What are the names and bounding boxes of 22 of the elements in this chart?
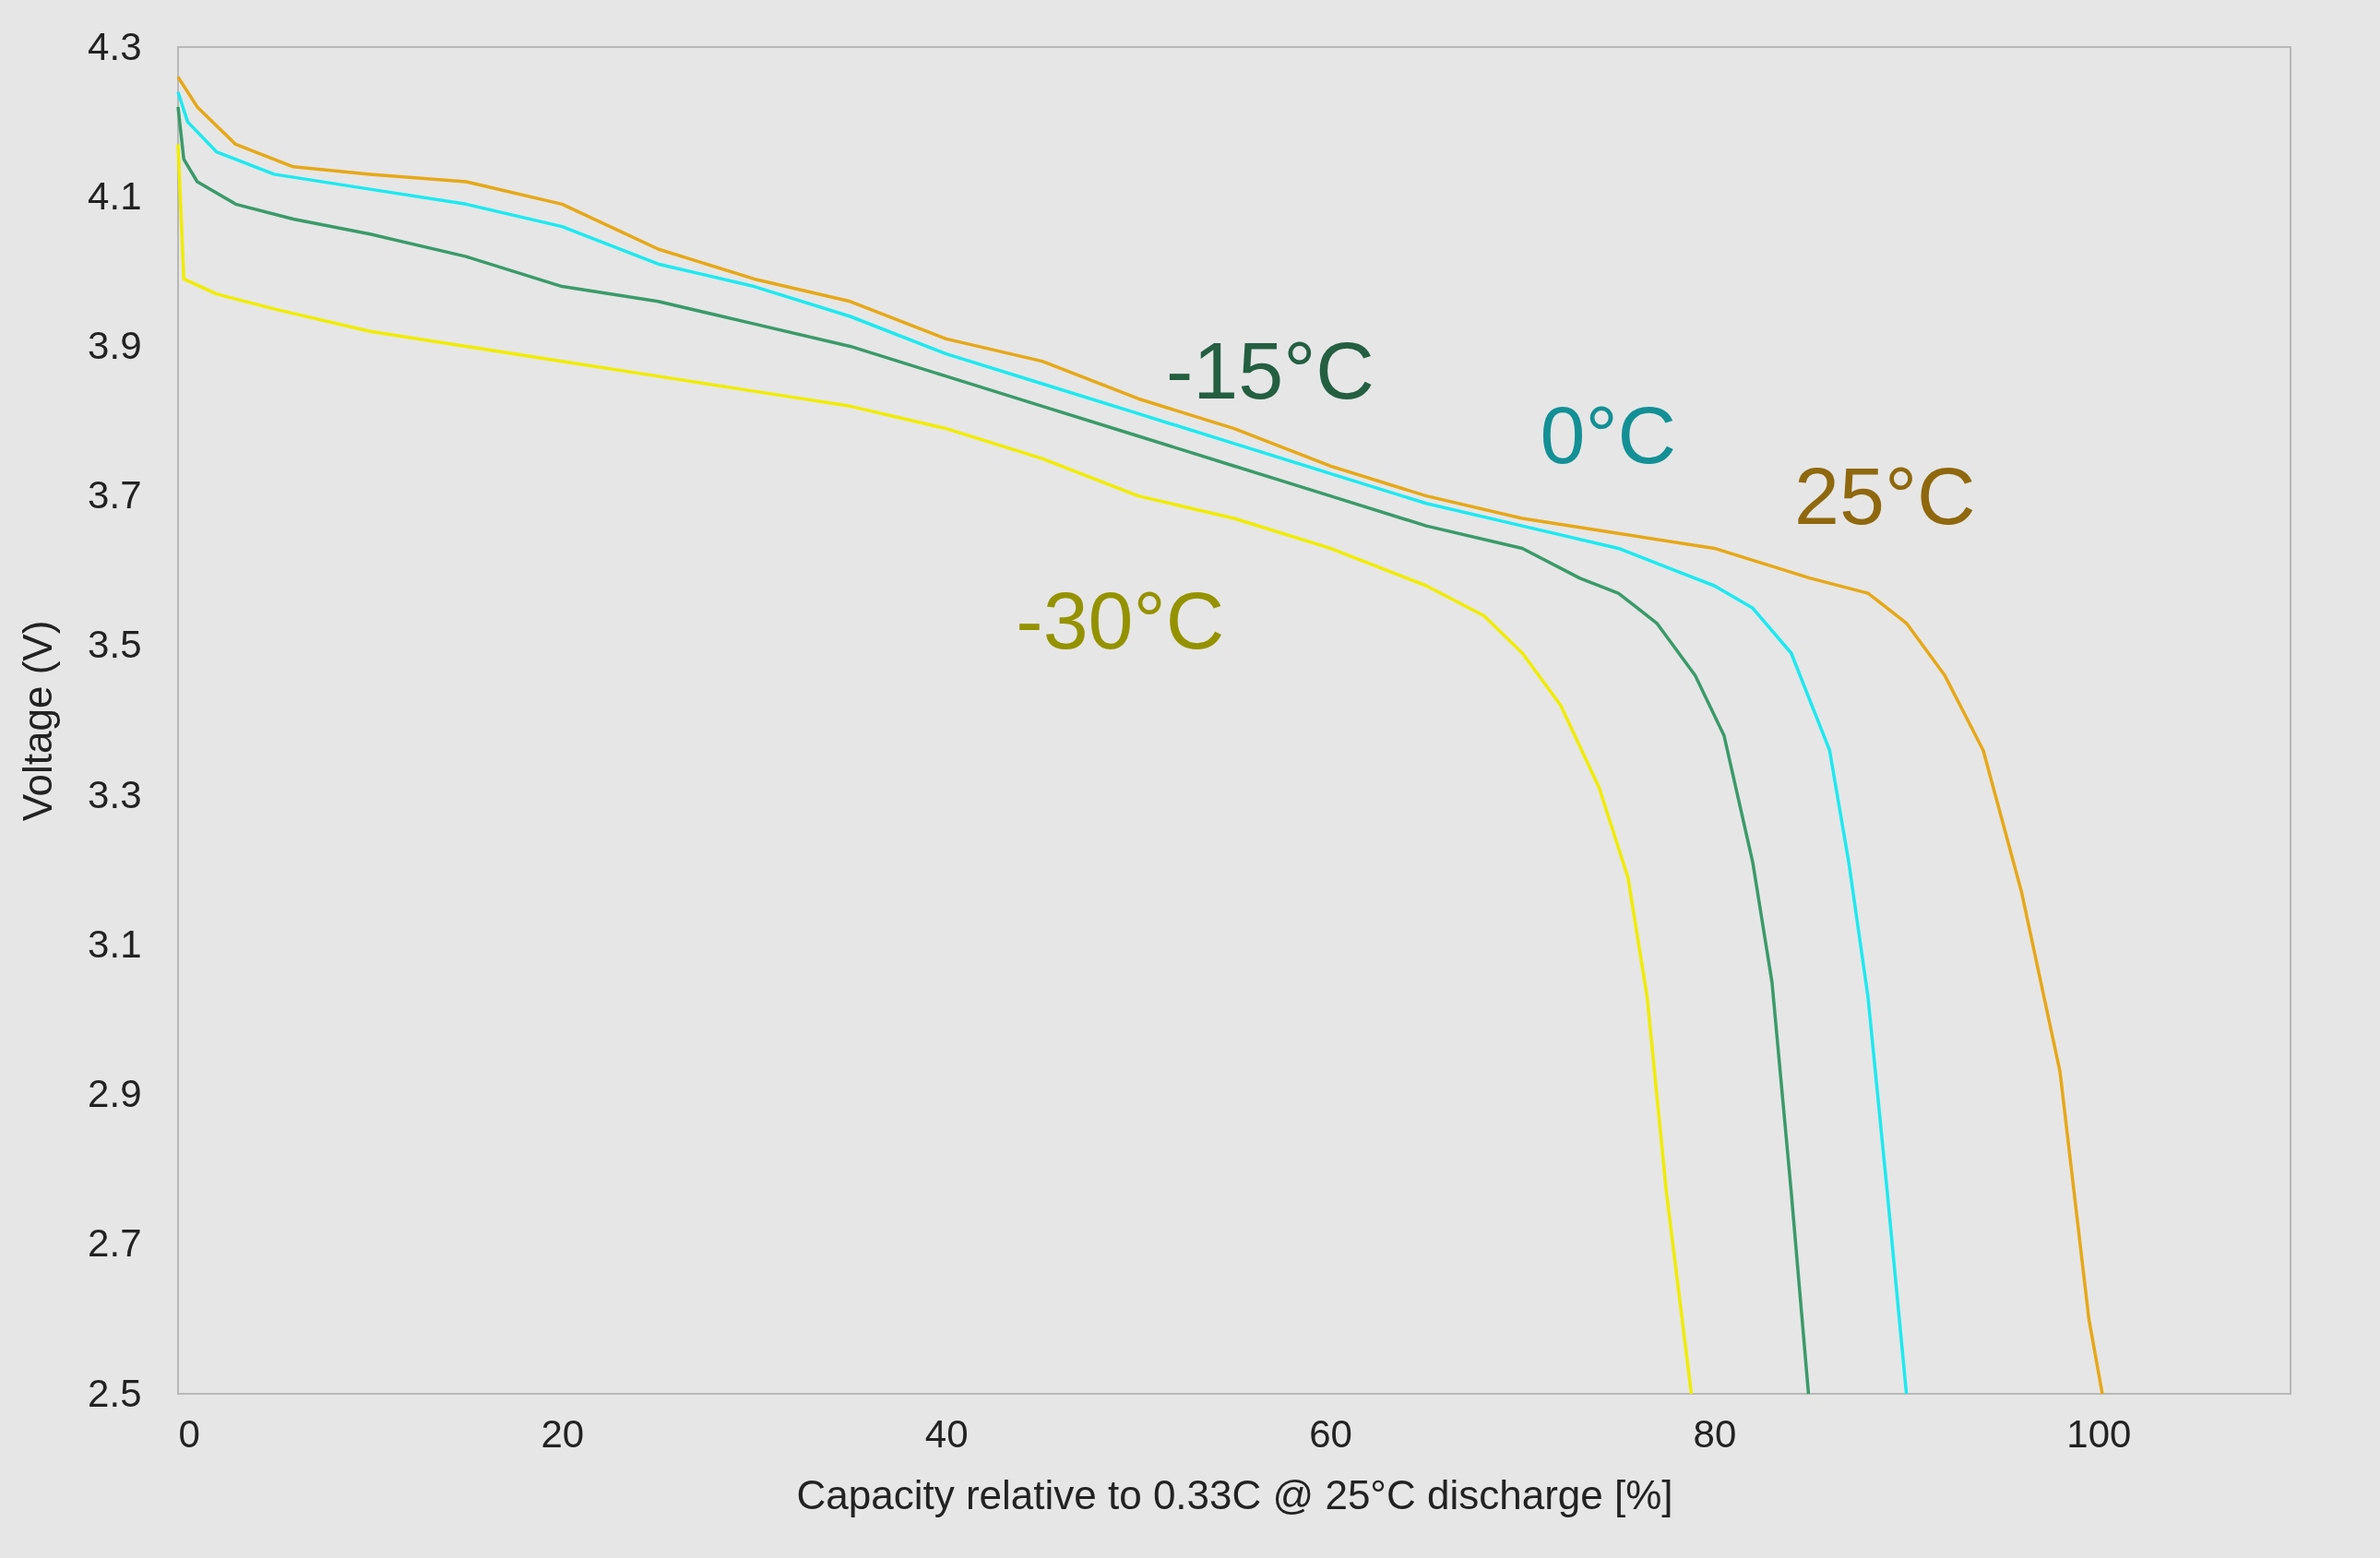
series-label: -30°C — [1016, 575, 1225, 667]
y-tick-label: 3.5 — [88, 623, 142, 667]
x-tick-label: 40 — [924, 1411, 969, 1456]
series-label: 0°C — [1540, 388, 1677, 481]
y-axis-title: Voltage (V) — [15, 620, 61, 822]
x-tick-label: 100 — [2066, 1411, 2132, 1456]
x-tick-label: 60 — [1309, 1411, 1352, 1456]
x-tick-label: 0 — [178, 1411, 200, 1456]
x-axis-title: Capacity relative to 0.33C @ 25°C discharge [%] — [796, 1471, 1673, 1517]
series-label: -15°C — [1165, 324, 1374, 416]
y-tick-label: 2.9 — [88, 1072, 142, 1116]
y-tick-label: 4.1 — [88, 173, 142, 218]
y-tick-label: 3.9 — [88, 323, 142, 367]
y-tick-label: 3.7 — [88, 473, 142, 517]
series-label: 25°C — [1794, 449, 1976, 541]
x-tick-label: 80 — [1693, 1411, 1737, 1456]
x-tick-label: 20 — [541, 1411, 585, 1456]
y-tick-label: 3.3 — [88, 772, 142, 816]
y-tick-label: 3.1 — [88, 922, 142, 966]
y-tick-label: 4.3 — [88, 24, 142, 68]
y-tick-label: 2.5 — [88, 1371, 142, 1415]
y-tick-label: 2.7 — [88, 1221, 142, 1266]
